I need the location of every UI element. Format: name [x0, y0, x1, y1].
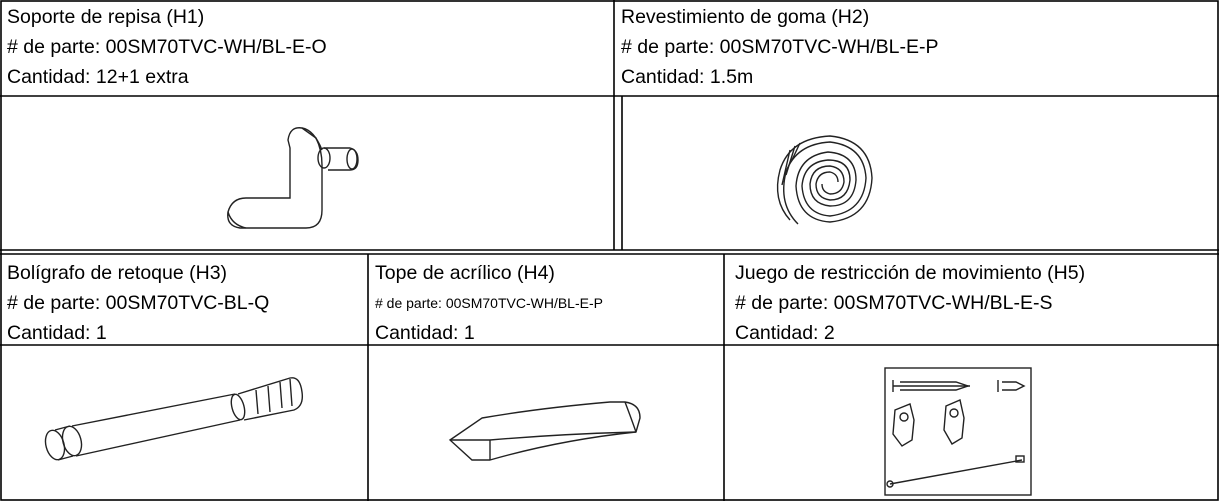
part-number: # de parte: 00SM70TVC-WH/BL-E-O: [7, 36, 327, 58]
part-quantity: Cantidad: 2: [735, 322, 835, 344]
part-name: Bolígrafo de retoque (H3): [7, 262, 228, 284]
touch-up-pen-illustration: [44, 377, 304, 461]
part-quantity: Cantidad: 1: [7, 322, 107, 344]
part-header: Juego de restricción de movimiento (H5) …: [728, 258, 1085, 348]
part-number: # de parte: 00SM70TVC-WH/BL-E-S: [735, 292, 1053, 314]
part-name: Soporte de repisa (H1): [7, 6, 205, 28]
shelf-bracket-illustration: [227, 127, 359, 229]
rubber-lining-illustration: [776, 135, 873, 225]
part-number: # de parte: 00SM70TVC-WH/BL-E-P: [621, 36, 939, 58]
part-quantity: Cantidad: 1: [375, 322, 475, 344]
movement-restriction-kit-illustration: [884, 367, 1032, 496]
part-number: # de parte: 00SM70TVC-BL-Q: [7, 292, 270, 314]
part-name: Tope de acrílico (H4): [375, 262, 555, 284]
part-quantity: Cantidad: 1.5m: [621, 66, 754, 88]
part-header: Revestimiento de goma (H2) # de parte: 0…: [614, 2, 939, 92]
part-quantity: Cantidad: 12+1 extra: [7, 66, 189, 88]
acrylic-stopper-illustration: [448, 401, 641, 461]
part-number: # de parte: 00SM70TVC-WH/BL-E-P: [375, 295, 603, 311]
part-header: Tope de acrílico (H4) # de parte: 00SM70…: [368, 258, 603, 348]
part-name: Revestimiento de goma (H2): [621, 6, 870, 28]
part-name: Juego de restricción de movimiento (H5): [735, 262, 1086, 284]
part-header: Soporte de repisa (H1) # de parte: 00SM7…: [0, 2, 327, 92]
part-header: Bolígrafo de retoque (H3) # de parte: 00…: [0, 258, 269, 348]
